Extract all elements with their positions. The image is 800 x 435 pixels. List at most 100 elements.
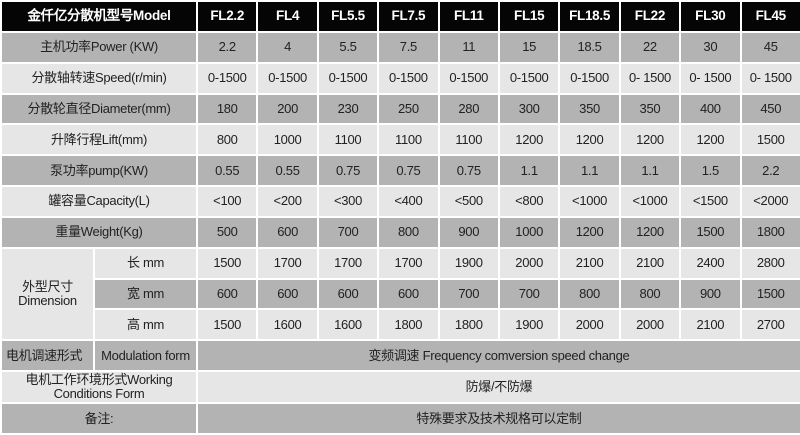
table-cell: 1200 (558, 123, 621, 157)
table-cell: 0- 1500 (679, 61, 742, 95)
table-cell: 1700 (316, 246, 380, 280)
dimension-sub-label: 长 mm (92, 246, 199, 280)
table-cell: 1.1 (497, 154, 561, 188)
working-value: 防爆/不防爆 (196, 370, 800, 405)
table-cell: 600 (256, 215, 319, 249)
table-cell: 18.5 (558, 30, 621, 64)
table-cell: 1200 (618, 215, 682, 249)
table-cell: 1100 (316, 123, 380, 157)
modulation-value: 变频调速 Frequency comversion speed change (196, 339, 800, 373)
table-cell: 900 (437, 215, 500, 249)
table-cell: 700 (497, 277, 561, 311)
table-cell: 7.5 (377, 30, 440, 64)
dimension-sub-label: 宽 mm (92, 277, 199, 311)
table-cell: 0-1500 (196, 61, 259, 95)
model-header-cell: FL5.5 (316, 0, 380, 33)
row-label: 重量Weight(Kg) (0, 215, 199, 249)
table-cell: <400 (377, 185, 440, 218)
dimension-label-cn: 外型尺寸 (22, 279, 73, 295)
table-cell: 300 (497, 92, 561, 126)
table-cell: 2.2 (739, 154, 800, 188)
table-cell: 1100 (377, 123, 440, 157)
table-cell: 0.55 (196, 154, 259, 188)
table-cell: 1500 (739, 277, 800, 311)
table-cell: 0-1500 (256, 61, 319, 95)
model-header-cell: FL45 (739, 0, 800, 33)
table-cell: <1000 (558, 185, 621, 218)
table-row: 泵功率pump(KW) 0.55 0.55 0.75 0.75 0.75 1.1 1.1 1.1… (0, 154, 800, 188)
table-row: 重量Weight(Kg) 500 600 700 800 900 1000 1200 1200 1… (0, 215, 800, 249)
table-cell: 800 (558, 277, 621, 311)
dimension-label-en: Dimension (18, 293, 77, 309)
table-cell: 5.5 (316, 30, 380, 64)
table-cell: <300 (316, 185, 380, 218)
table-cell: 1500 (196, 308, 259, 342)
table-row: 分散轴转速Speed(r/min) 0-1500 0-1500 0-1500 0-150… (0, 61, 800, 95)
table-cell: 450 (739, 92, 800, 126)
table-cell: 1600 (256, 308, 319, 342)
table-cell: 900 (679, 277, 742, 311)
table-cell: 200 (256, 92, 319, 126)
table-cell: <100 (196, 185, 259, 218)
table-cell: 0-1500 (437, 61, 500, 95)
table-cell: <1000 (618, 185, 682, 218)
table-cell: 2100 (558, 246, 621, 280)
model-header-cell: FL11 (437, 0, 500, 33)
row-label: 主机功率Power (KW) (0, 30, 199, 64)
table-cell: 2.2 (196, 30, 259, 64)
table-cell: 2700 (739, 308, 800, 342)
row-label: 升降行程Lift(mm) (0, 123, 199, 157)
table-cell: 2000 (558, 308, 621, 342)
table-cell: 600 (377, 277, 440, 311)
notes-row: 备注: 特殊要求及技术规格可以定制 (0, 402, 800, 435)
table-cell: 1200 (618, 123, 682, 157)
table-cell: 1900 (437, 246, 500, 280)
working-row: 电机工作环境形式Working Conditions Form 防爆/不防爆 (0, 370, 800, 405)
table-cell: 0-1500 (377, 61, 440, 95)
table-cell: 500 (196, 215, 259, 249)
table-cell: 700 (437, 277, 500, 311)
working-label: 电机工作环境形式Working Conditions Form (0, 370, 199, 405)
table-cell: 0-1500 (497, 61, 561, 95)
table-cell: 0- 1500 (618, 61, 682, 95)
table-cell: 1800 (437, 308, 500, 342)
table-cell: 1000 (256, 123, 319, 157)
table-cell: 11 (437, 30, 500, 64)
table-cell: 180 (196, 92, 259, 126)
dimension-sub-label: 高 mm (92, 308, 199, 342)
table-cell: <800 (497, 185, 561, 218)
table-cell: 700 (316, 215, 380, 249)
table-cell: 600 (316, 277, 380, 311)
table-cell: 1700 (377, 246, 440, 280)
table-cell: 1500 (196, 246, 259, 280)
table-row: 分散轮直径Diameter(mm) 180 200 230 250 280 300 350 35… (0, 92, 800, 126)
table-cell: 15 (497, 30, 561, 64)
table-cell: 600 (196, 277, 259, 311)
notes-value: 特殊要求及技术规格可以定制 (196, 402, 800, 435)
table-cell: 1100 (437, 123, 500, 157)
dimension-label: 外型尺寸 Dimension (0, 246, 95, 342)
table-cell: 1800 (377, 308, 440, 342)
table-cell: 230 (316, 92, 380, 126)
table-cell: 22 (618, 30, 682, 64)
dimension-row: 宽 mm 600 600 600 600 700 700 800 800 900 1500 (1, 277, 800, 311)
table-cell: 0.75 (377, 154, 440, 188)
model-header-label: 金仟亿分散机型号Model (0, 0, 199, 33)
table-cell: 1200 (679, 123, 742, 157)
table-cell: 0.75 (316, 154, 380, 188)
model-header-cell: FL7.5 (377, 0, 440, 33)
table-cell: 2000 (497, 246, 561, 280)
modulation-label-cn: 电机调速形式 (0, 339, 95, 373)
table-cell: <200 (256, 185, 319, 218)
table-cell: 0.75 (437, 154, 500, 188)
table-cell: 1.5 (679, 154, 742, 188)
table-cell: 0.55 (256, 154, 319, 188)
table-cell: 1900 (497, 308, 561, 342)
table-cell: 250 (377, 92, 440, 126)
table-cell: 0-1500 (558, 61, 621, 95)
table-cell: 1200 (558, 215, 621, 249)
model-header-cell: FL2.2 (196, 0, 259, 33)
model-header-cell: FL22 (618, 0, 682, 33)
table-cell: 45 (739, 30, 800, 64)
table-cell: 1700 (256, 246, 319, 280)
